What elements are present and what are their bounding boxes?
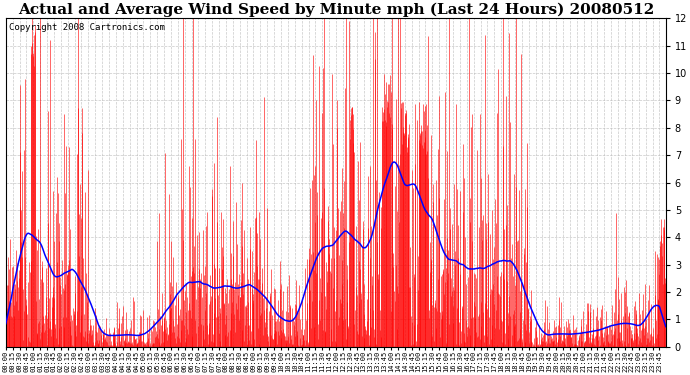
Title: Actual and Average Wind Speed by Minute mph (Last 24 Hours) 20080512: Actual and Average Wind Speed by Minute … bbox=[18, 3, 654, 17]
Text: Copyright 2008 Cartronics.com: Copyright 2008 Cartronics.com bbox=[9, 23, 165, 32]
